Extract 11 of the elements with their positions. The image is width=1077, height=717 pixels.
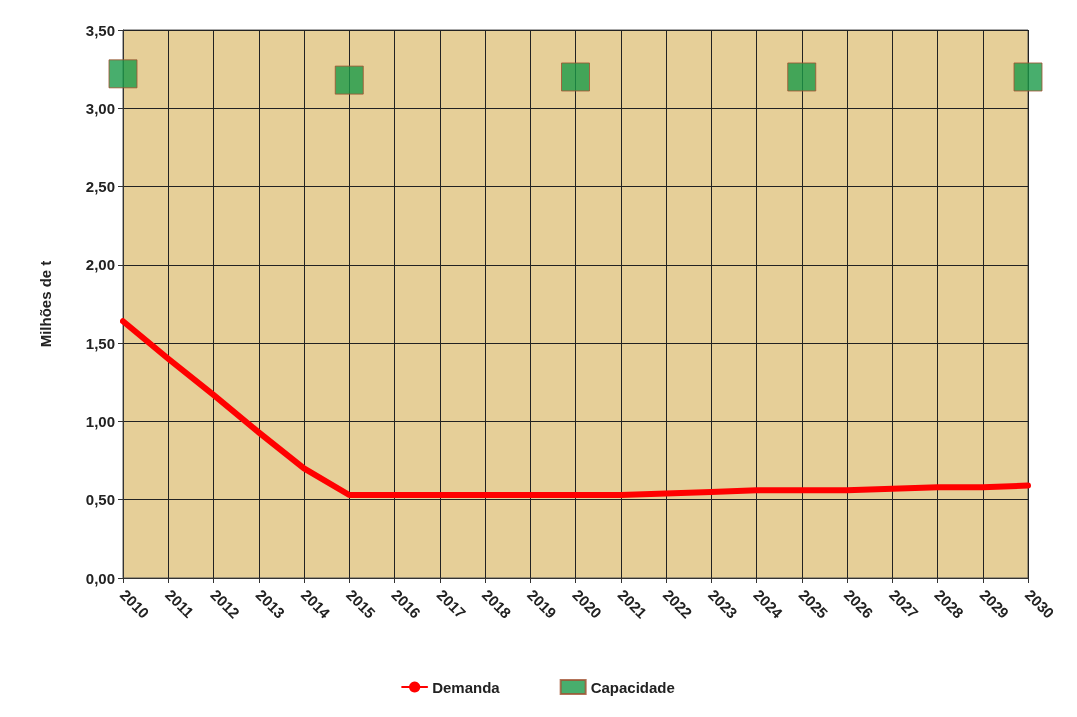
legend-label: Capacidade xyxy=(590,678,675,696)
y-axis-title: Milhões de t xyxy=(37,260,54,348)
y-tick-label: 2,00 xyxy=(85,256,115,274)
legend-label: Demanda xyxy=(432,678,501,696)
y-tick-label: 3,50 xyxy=(85,21,115,39)
y-tick-label: 1,00 xyxy=(85,412,115,430)
y-tick-label: 3,00 xyxy=(85,99,115,117)
y-tick-label: 0,50 xyxy=(85,491,115,509)
y-tick-label: 0,00 xyxy=(85,569,115,587)
y-tick-label: 2,50 xyxy=(85,178,115,196)
y-tick-label: 1,50 xyxy=(85,334,115,352)
